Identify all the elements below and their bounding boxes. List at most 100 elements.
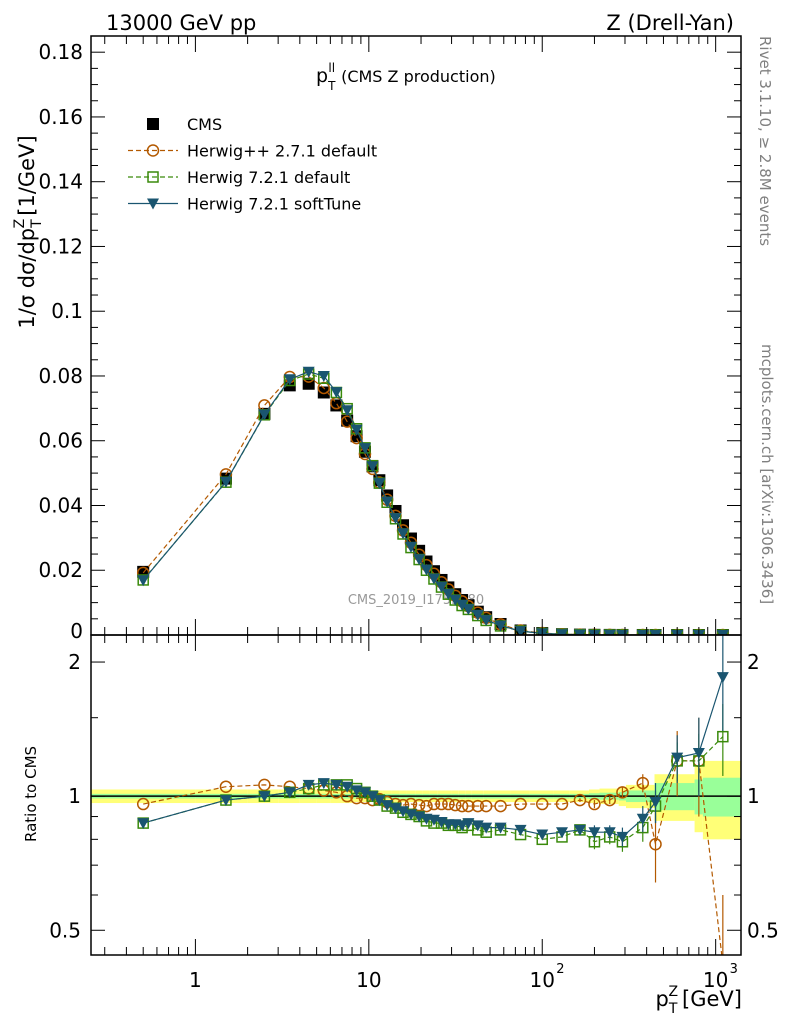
legend-marker-1	[146, 144, 160, 157]
ratio-point-2-31	[588, 827, 601, 839]
top-ylabel-unit: [1/GeV]	[15, 135, 39, 215]
ratio-point-2-5	[317, 778, 330, 790]
top-point-3-11	[373, 478, 386, 490]
top-point-3-18	[427, 573, 440, 585]
ratio-point-0-34	[636, 776, 650, 790]
top-point-3-19	[435, 581, 448, 593]
ratio-ytick-label-r-1: 1	[747, 784, 760, 808]
ratio-point-2-0	[137, 818, 150, 830]
top-point-3-23	[462, 604, 475, 616]
ratio-point-1-38	[717, 730, 729, 743]
top-ylabel-sup: Z	[12, 219, 28, 229]
top-ylabel: 1/σ dσ/dpTZ [1/GeV]	[12, 135, 45, 328]
top-point-3-6	[330, 387, 343, 399]
ratio-point-2-28	[536, 829, 549, 841]
ratio-ytick-label-0: 0.5	[49, 918, 81, 942]
ratio-point-0-35	[649, 837, 662, 851]
top-point-0-5	[317, 386, 330, 399]
ratio-point-2-27	[514, 824, 527, 836]
ratio-point-2-7	[341, 781, 354, 793]
ratio-xlabel: pTZ [GeV]	[656, 984, 742, 1017]
ratio-point-0-0	[136, 797, 150, 811]
top-point-3-8	[350, 424, 363, 436]
ratio-point-2-6	[330, 779, 343, 791]
top-ytick-label-7: 0.16	[38, 105, 83, 129]
header-right: Z (Drell-Yan)	[606, 11, 734, 35]
legend-entry-2: Herwig 7.2.1 default	[128, 168, 350, 187]
ratio-point-0-27	[514, 797, 527, 811]
ratio-xlabel-sub: T	[668, 1001, 678, 1017]
legend-marker-3	[147, 198, 159, 210]
top-ytick-label-0: 0.02	[38, 558, 83, 582]
ratio-point-2-26	[494, 822, 507, 834]
ratio-point-2-33	[616, 831, 629, 843]
ratio-point-2-3	[283, 787, 296, 799]
top-ytick-label-6: 0.14	[38, 170, 83, 194]
legend-label-2: Herwig 7.2.1 default	[187, 168, 350, 187]
top-point-3-32	[603, 629, 616, 635]
top-point-3-15	[404, 541, 417, 553]
ratio-series-0	[136, 717, 724, 955]
top-ytick-label-2: 0.06	[38, 429, 83, 453]
ratio-point-0-33	[616, 786, 629, 799]
ratio-xlabel-unit: [GeV]	[682, 987, 742, 1011]
ratio-point-0-24	[471, 799, 485, 813]
ratio-point-0-2	[258, 778, 271, 792]
ratio-point-2-11	[373, 795, 386, 807]
ratio-xtick-exp-3: 3	[730, 962, 738, 977]
ratio-xtick-label-2: 10	[530, 968, 555, 992]
ratio-xtick-exp-2: 2	[556, 962, 564, 977]
ratio-ytick-label-r-2: 2	[747, 650, 760, 674]
ratio-xtick-label-0: 1	[189, 968, 202, 992]
ratio-point-2-34	[636, 813, 649, 825]
ratio-xtick-label-1: 10	[356, 968, 381, 992]
ratio-point-0-22	[455, 799, 469, 813]
top-point-3-22	[456, 599, 469, 611]
top-point-3-12	[381, 496, 394, 508]
ratio-point-0-26	[494, 799, 507, 813]
ratio-point-2-4	[302, 779, 315, 791]
top-point-3-34	[636, 629, 649, 635]
ratio-point-2-29	[556, 827, 569, 839]
ratio-point-0-31	[588, 797, 601, 811]
axes: 0.02 0.04 0.06 0.08 0.1 0.12 0.14 0.16 0.18 0 1 10 1…	[38, 35, 779, 992]
ratio-panel-data	[136, 635, 729, 955]
ratio-point-0-25	[479, 799, 493, 813]
top-title-main: p	[316, 65, 328, 87]
top-ytick-label-zero: 0	[70, 619, 83, 643]
top-title-sup: ll	[328, 61, 335, 75]
ratio-xlabel-sup: Z	[668, 984, 678, 1000]
ratio-point-0-32	[603, 793, 616, 807]
top-point-3-5	[317, 370, 330, 382]
ratio-ytick-label-1: 1	[68, 784, 81, 808]
legend-entry-0: CMS	[147, 115, 222, 134]
top-point-1-5	[317, 381, 331, 395]
ratio-band-inner	[702, 777, 741, 817]
top-ytick-label-8: 0.18	[38, 40, 83, 64]
ratio-point-2-30	[573, 824, 586, 836]
top-point-3-2	[258, 409, 271, 421]
ratio-point-2-10	[366, 791, 379, 803]
top-point-3-25	[480, 615, 493, 627]
top-title-sub: T	[327, 79, 336, 93]
ratio-point-0-21	[448, 798, 462, 812]
ratio-point-0-16	[412, 798, 426, 812]
ratio-point-2-13	[389, 803, 402, 815]
ratio-point-0-29	[555, 797, 569, 811]
ratio-frame	[90, 634, 742, 956]
top-point-3-20	[442, 588, 455, 600]
top-point-3-16	[413, 554, 426, 566]
top-ytick-label-1: 0.04	[38, 493, 83, 517]
top-point-3-4	[302, 366, 315, 378]
ratio-point-0-19	[435, 797, 448, 811]
top-ytick-label-4: 0.1	[51, 299, 83, 323]
top-point-3-17	[420, 564, 433, 576]
top-point-3-38	[716, 629, 729, 635]
top-point-3-13	[389, 513, 402, 525]
ratio-point-2-36	[671, 752, 684, 764]
ratio-point-2-25	[480, 822, 493, 834]
top-ylabel-sub: T	[29, 219, 45, 229]
top-point-3-21	[449, 594, 462, 606]
top-point-3-35	[649, 629, 662, 635]
